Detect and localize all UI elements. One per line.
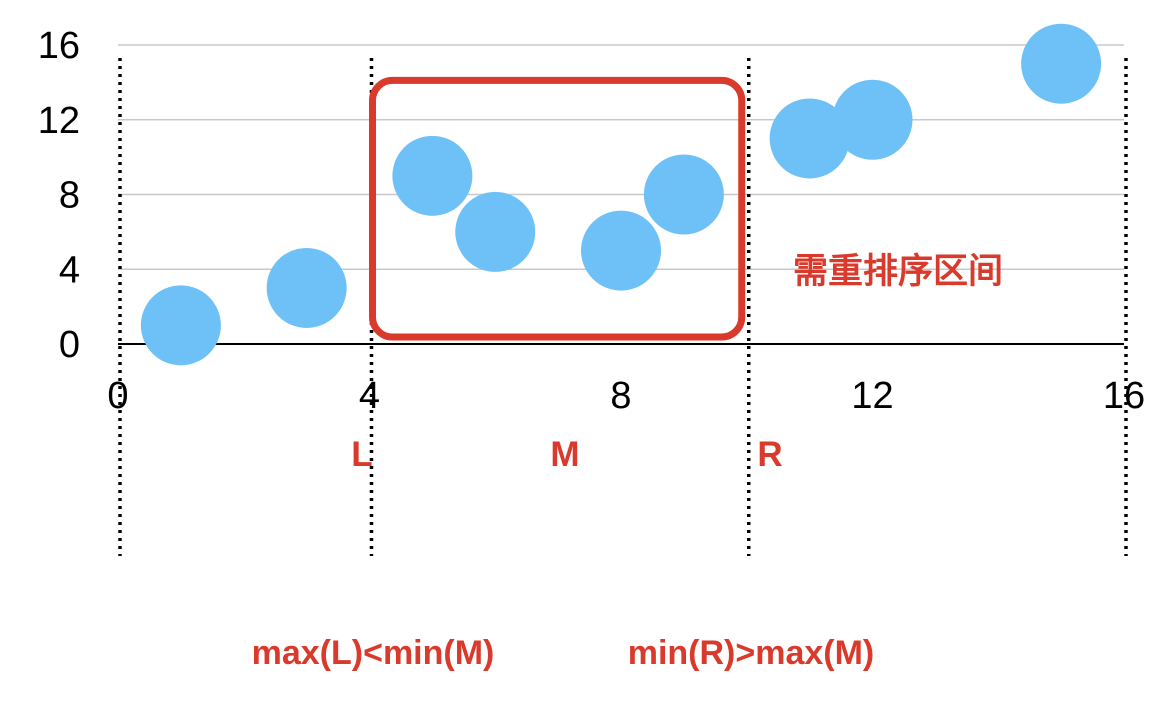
middle-segment-label: M (550, 435, 579, 474)
data-point (832, 79, 913, 160)
data-point (581, 210, 661, 291)
data-point (140, 285, 221, 366)
tick-labels: 0 4 8 12 16 0 4 8 12 16 (38, 25, 1145, 417)
x-tick-label: 16 (1103, 375, 1145, 417)
data-point (455, 191, 536, 272)
data-point (266, 247, 347, 328)
x-tick-label: 12 (851, 375, 893, 417)
left-condition-label: max(L)<min(M) (252, 634, 495, 672)
x-tick-label: 0 (107, 375, 128, 417)
y-tick-label: 0 (59, 324, 80, 366)
data-points (140, 23, 1102, 366)
x-tick-label: 4 (359, 375, 380, 417)
left-segment-label: L (351, 435, 372, 474)
x-tick-label: 8 (610, 375, 631, 417)
data-point (392, 135, 473, 216)
data-point (1021, 23, 1102, 104)
partition-lines (118, 58, 1128, 556)
right-condition-label: min(R)>max(M) (628, 634, 875, 672)
reorder-interval-box (369, 76, 746, 341)
y-tick-label: 12 (38, 100, 80, 142)
y-tick-label: 16 (38, 25, 80, 67)
right-segment-label: R (757, 435, 782, 474)
y-tick-label: 8 (59, 175, 80, 217)
data-point (769, 98, 850, 179)
reorder-interval-label: 需重排序区间 (793, 252, 1003, 291)
y-tick-label: 4 (59, 249, 80, 291)
data-point (643, 154, 724, 235)
